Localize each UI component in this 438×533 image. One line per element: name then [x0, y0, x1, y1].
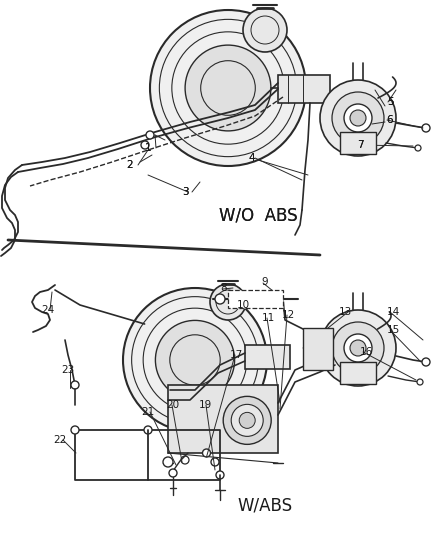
- Text: 23: 23: [61, 365, 74, 375]
- Circle shape: [320, 80, 396, 156]
- Circle shape: [185, 45, 271, 131]
- Text: 15: 15: [386, 325, 399, 335]
- Text: W/O  ABS: W/O ABS: [219, 207, 297, 225]
- Circle shape: [243, 8, 287, 52]
- Circle shape: [71, 426, 79, 434]
- Circle shape: [350, 110, 366, 126]
- Circle shape: [231, 405, 263, 437]
- Circle shape: [332, 92, 384, 144]
- Circle shape: [320, 310, 396, 386]
- Text: 21: 21: [141, 407, 155, 417]
- Circle shape: [211, 458, 219, 466]
- Circle shape: [155, 320, 235, 400]
- Text: 5: 5: [387, 97, 393, 107]
- Text: 10: 10: [237, 300, 250, 310]
- Bar: [228, 290, 283, 308]
- Text: 6: 6: [387, 115, 393, 125]
- Text: 22: 22: [53, 435, 67, 445]
- Circle shape: [210, 284, 246, 320]
- Text: 3: 3: [182, 187, 188, 197]
- Text: 1: 1: [145, 143, 151, 153]
- Bar: [278, 75, 330, 103]
- Text: 12: 12: [281, 310, 295, 320]
- Circle shape: [202, 449, 211, 457]
- Circle shape: [350, 340, 366, 356]
- Circle shape: [344, 334, 372, 362]
- Text: 20: 20: [166, 400, 180, 410]
- Text: W/ABS: W/ABS: [237, 496, 293, 514]
- Circle shape: [141, 141, 149, 149]
- Circle shape: [223, 397, 271, 445]
- Text: 7: 7: [357, 140, 363, 150]
- Text: 16: 16: [359, 347, 373, 357]
- Text: 1: 1: [145, 143, 151, 153]
- Circle shape: [239, 413, 255, 429]
- Bar: [340, 132, 376, 154]
- Circle shape: [215, 294, 225, 304]
- Text: 11: 11: [261, 313, 275, 323]
- Text: 24: 24: [41, 305, 55, 315]
- Text: 6: 6: [387, 115, 393, 125]
- Circle shape: [422, 124, 430, 132]
- Circle shape: [422, 358, 430, 366]
- Bar: [340, 362, 376, 384]
- Circle shape: [144, 426, 152, 434]
- Circle shape: [417, 379, 423, 385]
- Circle shape: [146, 131, 154, 139]
- Circle shape: [181, 456, 189, 464]
- Circle shape: [150, 10, 306, 166]
- Text: 2: 2: [127, 160, 133, 170]
- Text: 7: 7: [357, 140, 363, 150]
- Text: 14: 14: [386, 307, 399, 317]
- Circle shape: [71, 381, 79, 389]
- Circle shape: [163, 457, 173, 467]
- Text: 17: 17: [230, 350, 243, 360]
- Circle shape: [332, 322, 384, 374]
- Text: 19: 19: [198, 400, 212, 410]
- Circle shape: [216, 471, 224, 479]
- Circle shape: [344, 104, 372, 132]
- Text: 2: 2: [127, 160, 133, 170]
- Bar: [168, 385, 278, 453]
- Text: 5: 5: [387, 97, 393, 107]
- Text: 4: 4: [249, 153, 255, 163]
- Text: 13: 13: [339, 307, 352, 317]
- Circle shape: [123, 288, 267, 432]
- Text: 8: 8: [221, 283, 227, 293]
- Text: 4: 4: [249, 153, 255, 163]
- Circle shape: [415, 145, 421, 151]
- Text: W/O  ABS: W/O ABS: [219, 207, 297, 225]
- Text: 3: 3: [182, 187, 188, 197]
- Text: 9: 9: [261, 277, 268, 287]
- Bar: [303, 328, 333, 370]
- Bar: [245, 345, 290, 369]
- Circle shape: [169, 469, 177, 477]
